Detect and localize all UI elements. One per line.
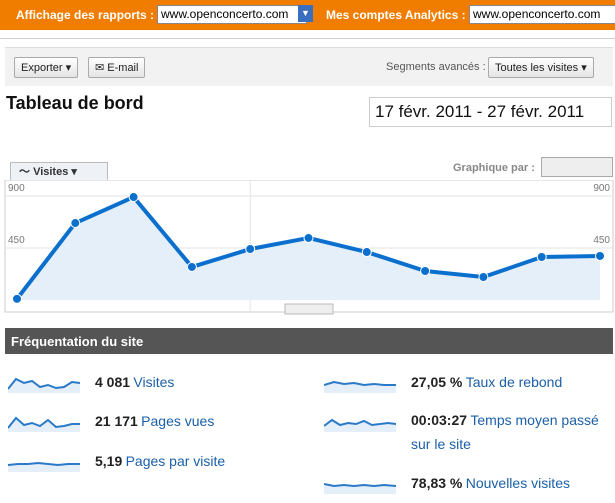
sparkline-area (324, 420, 396, 432)
point (12, 293, 22, 304)
metric-label[interactable]: Pages par visite (125, 453, 226, 469)
sparkline (8, 377, 80, 393)
point (536, 252, 547, 263)
metric-label[interactable]: Nouvelles visites (465, 475, 570, 491)
point (595, 250, 605, 261)
sparkline (324, 380, 396, 393)
section-title: Fréquentation du site (11, 334, 144, 349)
email-label: E-mail (107, 62, 139, 74)
section-bar (5, 328, 613, 354)
sparkline-area (8, 418, 80, 432)
sparkline-line (324, 418, 396, 427)
point (361, 247, 372, 258)
sparkline-line (8, 461, 80, 467)
chart-tab-label: Visites (33, 166, 69, 178)
y-tick-label: 450 (8, 235, 25, 246)
export-button[interactable]: Exporter ▾ (14, 57, 79, 78)
metric: 21 171 Pages vues (95, 413, 214, 429)
metric: 00:03:27 Temps moyen passé sur le site (411, 409, 601, 457)
metric: 5,19 Pages par visite (95, 453, 225, 469)
point (420, 265, 431, 276)
segments-label: Segments avancés : (386, 61, 486, 73)
page-title: Tableau de bord (6, 93, 144, 113)
sparkline-line (8, 416, 80, 429)
metric: 4 081 Visites (95, 374, 174, 390)
graph-by-label: Graphique par : (453, 162, 535, 174)
metric: 27,05 % Taux de rebond (411, 374, 562, 390)
metric-value: 4 081 (95, 374, 131, 390)
sparkline-line (8, 377, 80, 390)
metric-value: 00:03:27 (411, 412, 468, 428)
point (128, 192, 139, 203)
sparkline (324, 483, 396, 494)
metric-value: 27,05 % (411, 374, 463, 390)
sparkline (324, 418, 396, 432)
export-label: Exporter (21, 62, 63, 74)
reports-select[interactable]: www.openconcerto.com (157, 5, 307, 24)
metric-label[interactable]: Temps moyen passé sur le site (411, 412, 599, 452)
accounts-select[interactable]: www.openconcerto.com (469, 5, 615, 24)
accounts-label: Mes comptes Analytics : (326, 8, 466, 22)
divider (0, 38, 615, 39)
point (303, 232, 314, 243)
sparkline-line (324, 483, 396, 488)
metric-label[interactable]: Pages vues (141, 413, 215, 429)
sparkline (8, 461, 80, 472)
y-tick-label: 900 (8, 183, 25, 194)
chart-resize[interactable] (284, 303, 334, 315)
y-tick-label: 450 (593, 235, 610, 246)
date-range[interactable]: 17 févr. 2011 - 27 févr. 2011 (369, 97, 612, 127)
metric-value: 21 171 (95, 413, 138, 429)
email-button[interactable]: ✉ E-mail (88, 57, 146, 78)
segments-select[interactable]: Toutes les visites ▾ (488, 57, 594, 78)
metric-value: 5,19 (95, 453, 123, 469)
y-tick-label: 900 (593, 183, 610, 194)
segments-value: Toutes les visites (495, 62, 579, 74)
point (70, 218, 81, 229)
graph-by-buttons[interactable] (541, 157, 613, 177)
metric: 78,83 % Nouvelles visites (411, 475, 570, 491)
sparkline (8, 416, 80, 432)
metric-label[interactable]: Visites (133, 374, 175, 390)
point (245, 244, 256, 255)
sparkline-line (324, 380, 396, 387)
select-arrow[interactable]: ▼ (298, 5, 313, 22)
reports-label: Affichage des rapports : (16, 8, 155, 22)
chart-tab[interactable]: 〜 Visites ▾ (10, 162, 108, 181)
point (478, 272, 489, 283)
point (186, 261, 197, 272)
metric-value: 78,83 % (411, 475, 463, 491)
chart: 45045090090021 févr. (4, 180, 614, 315)
metric-label[interactable]: Taux de rebond (465, 374, 563, 390)
